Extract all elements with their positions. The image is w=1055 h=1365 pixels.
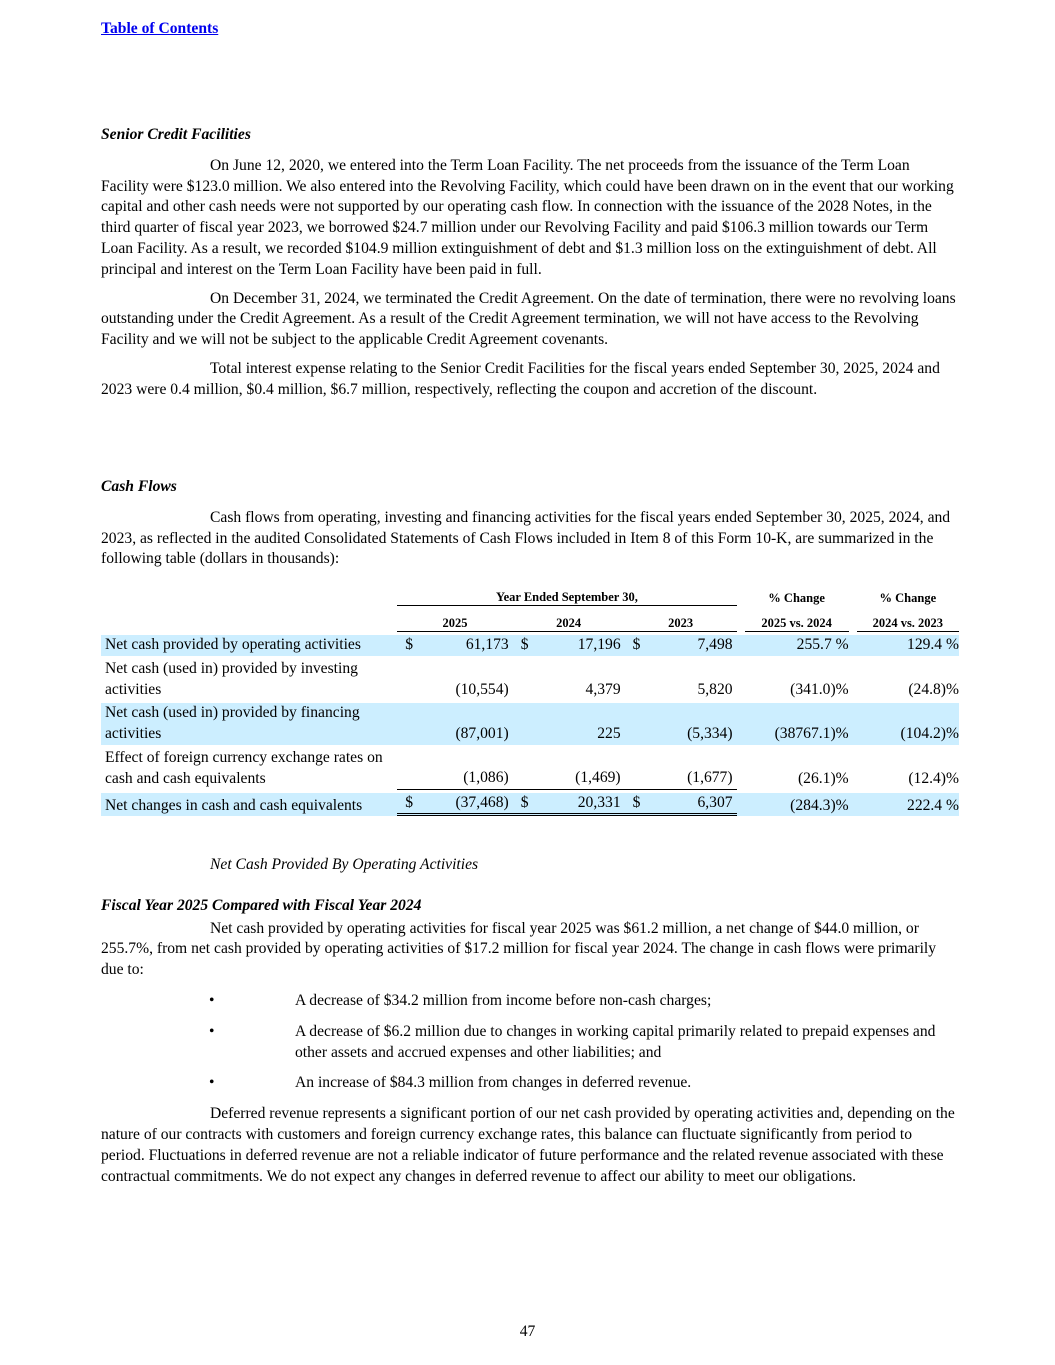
section-heading: Cash Flows <box>101 478 177 495</box>
currency-symbol: $ <box>397 792 419 817</box>
value-cell: 5,820 <box>697 680 733 698</box>
bullet-text: A decrease of $34.2 million from income … <box>295 991 712 1009</box>
section-heading: Senior Credit Facilities <box>101 126 251 143</box>
currency-symbol: $ <box>512 635 534 656</box>
table-row: Net changes in cash and cash equivalents… <box>101 792 959 817</box>
pct-cell: (341.0)% <box>790 680 849 698</box>
section-heading: Fiscal Year 2025 Compared with Fiscal Ye… <box>101 896 422 914</box>
paragraph: Cash flows from operating, investing and… <box>101 508 951 568</box>
row-label: Net cash provided by operating activitie… <box>101 635 398 656</box>
pct-subheader: 2025 vs. 2024 <box>744 609 849 632</box>
operating-activities-section: Net Cash Provided By Operating Activitie… <box>101 855 958 1195</box>
table-row: Effect of foreign currency exchange rate… <box>101 748 959 790</box>
page-number: 47 <box>519 1323 536 1340</box>
currency-symbol: $ <box>624 635 646 656</box>
table-row: Net cash (used in) provided by financing… <box>101 703 959 745</box>
currency-symbol <box>513 659 534 701</box>
row-label: Net cash (used in) provided by financing… <box>101 703 398 745</box>
pct-header: % Change <box>768 590 825 605</box>
pct-cell: (104.2)% <box>856 703 959 745</box>
pct-cell: (24.8)% <box>908 680 959 698</box>
paragraph: Deferred revenue represents a significan… <box>101 1105 955 1185</box>
value-cell: 20,331 <box>534 792 625 817</box>
pct-cell: (284.3)% <box>744 792 849 817</box>
value-cell: (1,086) <box>418 748 513 790</box>
currency-symbol <box>625 659 646 701</box>
currency-symbol <box>397 703 419 745</box>
value-cell: 17,196 <box>534 635 625 656</box>
pct-cell: (38767.1)% <box>744 703 849 745</box>
senior-credit-facilities-section: Senior Credit Facilities On June 12, 202… <box>101 125 958 409</box>
group-header: Year Ended September 30, <box>397 589 737 606</box>
value-cell: 7,498 <box>645 635 737 656</box>
bullet-text: An increase of $84.3 million from change… <box>295 1074 692 1092</box>
pct-cell: (26.1)% <box>797 769 849 787</box>
value-cell: 61,173 <box>418 635 513 656</box>
currency-symbol <box>624 748 646 790</box>
year-header: 2025 <box>397 609 513 632</box>
cash-flows-table: Year Ended September 30, % Change % Chan… <box>101 586 959 819</box>
paragraph: On June 12, 2020, we entered into the Te… <box>101 156 954 278</box>
bullet-text: A decrease of $6.2 million due to change… <box>295 1022 936 1061</box>
pct-header: % Change <box>879 590 937 605</box>
row-label: Net cash (used in) provided by investing… <box>105 659 358 698</box>
table-row: Net cash (used in) provided by investing… <box>101 659 959 701</box>
value-cell: (1,469) <box>534 748 625 790</box>
cash-flows-section: Cash Flows Cash flows from operating, in… <box>101 477 958 578</box>
year-header: 2023 <box>624 609 737 632</box>
paragraph: Net cash provided by operating activitie… <box>101 919 937 979</box>
currency-symbol <box>512 703 534 745</box>
currency-symbol <box>624 703 646 745</box>
bullet-item: • A decrease of $6.2 million due to chang… <box>101 1022 958 1064</box>
value-cell: 225 <box>534 703 625 745</box>
value-cell: (37,468) <box>418 792 513 817</box>
bullet-icon: • <box>209 1074 215 1092</box>
bullet-icon: • <box>209 1022 215 1040</box>
pct-subheader: 2024 vs. 2023 <box>856 609 959 632</box>
row-label: Net changes in cash and cash equivalents <box>101 792 398 817</box>
currency-symbol <box>397 659 418 701</box>
currency-symbol: $ <box>624 792 646 817</box>
bullet-item: • An increase of $84.3 million from chang… <box>101 1073 958 1094</box>
currency-symbol: $ <box>512 792 534 817</box>
year-header: 2024 <box>512 609 625 632</box>
table-row: Net cash provided by operating activitie… <box>101 635 959 656</box>
value-cell: (1,677) <box>645 748 737 790</box>
value-cell: (5,334) <box>645 703 737 745</box>
pct-cell: 129.4 % <box>856 635 959 656</box>
value-cell: (87,001) <box>418 703 513 745</box>
row-label: Effect of foreign currency exchange rate… <box>105 748 383 787</box>
currency-symbol <box>512 748 534 790</box>
table-of-contents-link[interactable]: Table of Contents <box>101 20 219 37</box>
currency-symbol <box>397 748 419 790</box>
pct-cell: (12.4)% <box>908 769 959 787</box>
pct-cell: 255.7 % <box>744 635 849 656</box>
value-cell: 6,307 <box>645 792 737 817</box>
bullet-icon: • <box>209 991 215 1009</box>
value-cell: (10,554) <box>455 680 509 698</box>
pct-cell: 222.4 % <box>856 792 959 817</box>
subheading: Net Cash Provided By Operating Activitie… <box>210 856 479 873</box>
paragraph: On December 31, 2024, we terminated the … <box>101 289 956 349</box>
paragraph: Total interest expense relating to the S… <box>101 359 940 398</box>
bullet-item: • A decrease of $34.2 million from income… <box>101 991 958 1012</box>
value-cell: 4,379 <box>585 680 621 698</box>
currency-symbol: $ <box>397 635 419 656</box>
